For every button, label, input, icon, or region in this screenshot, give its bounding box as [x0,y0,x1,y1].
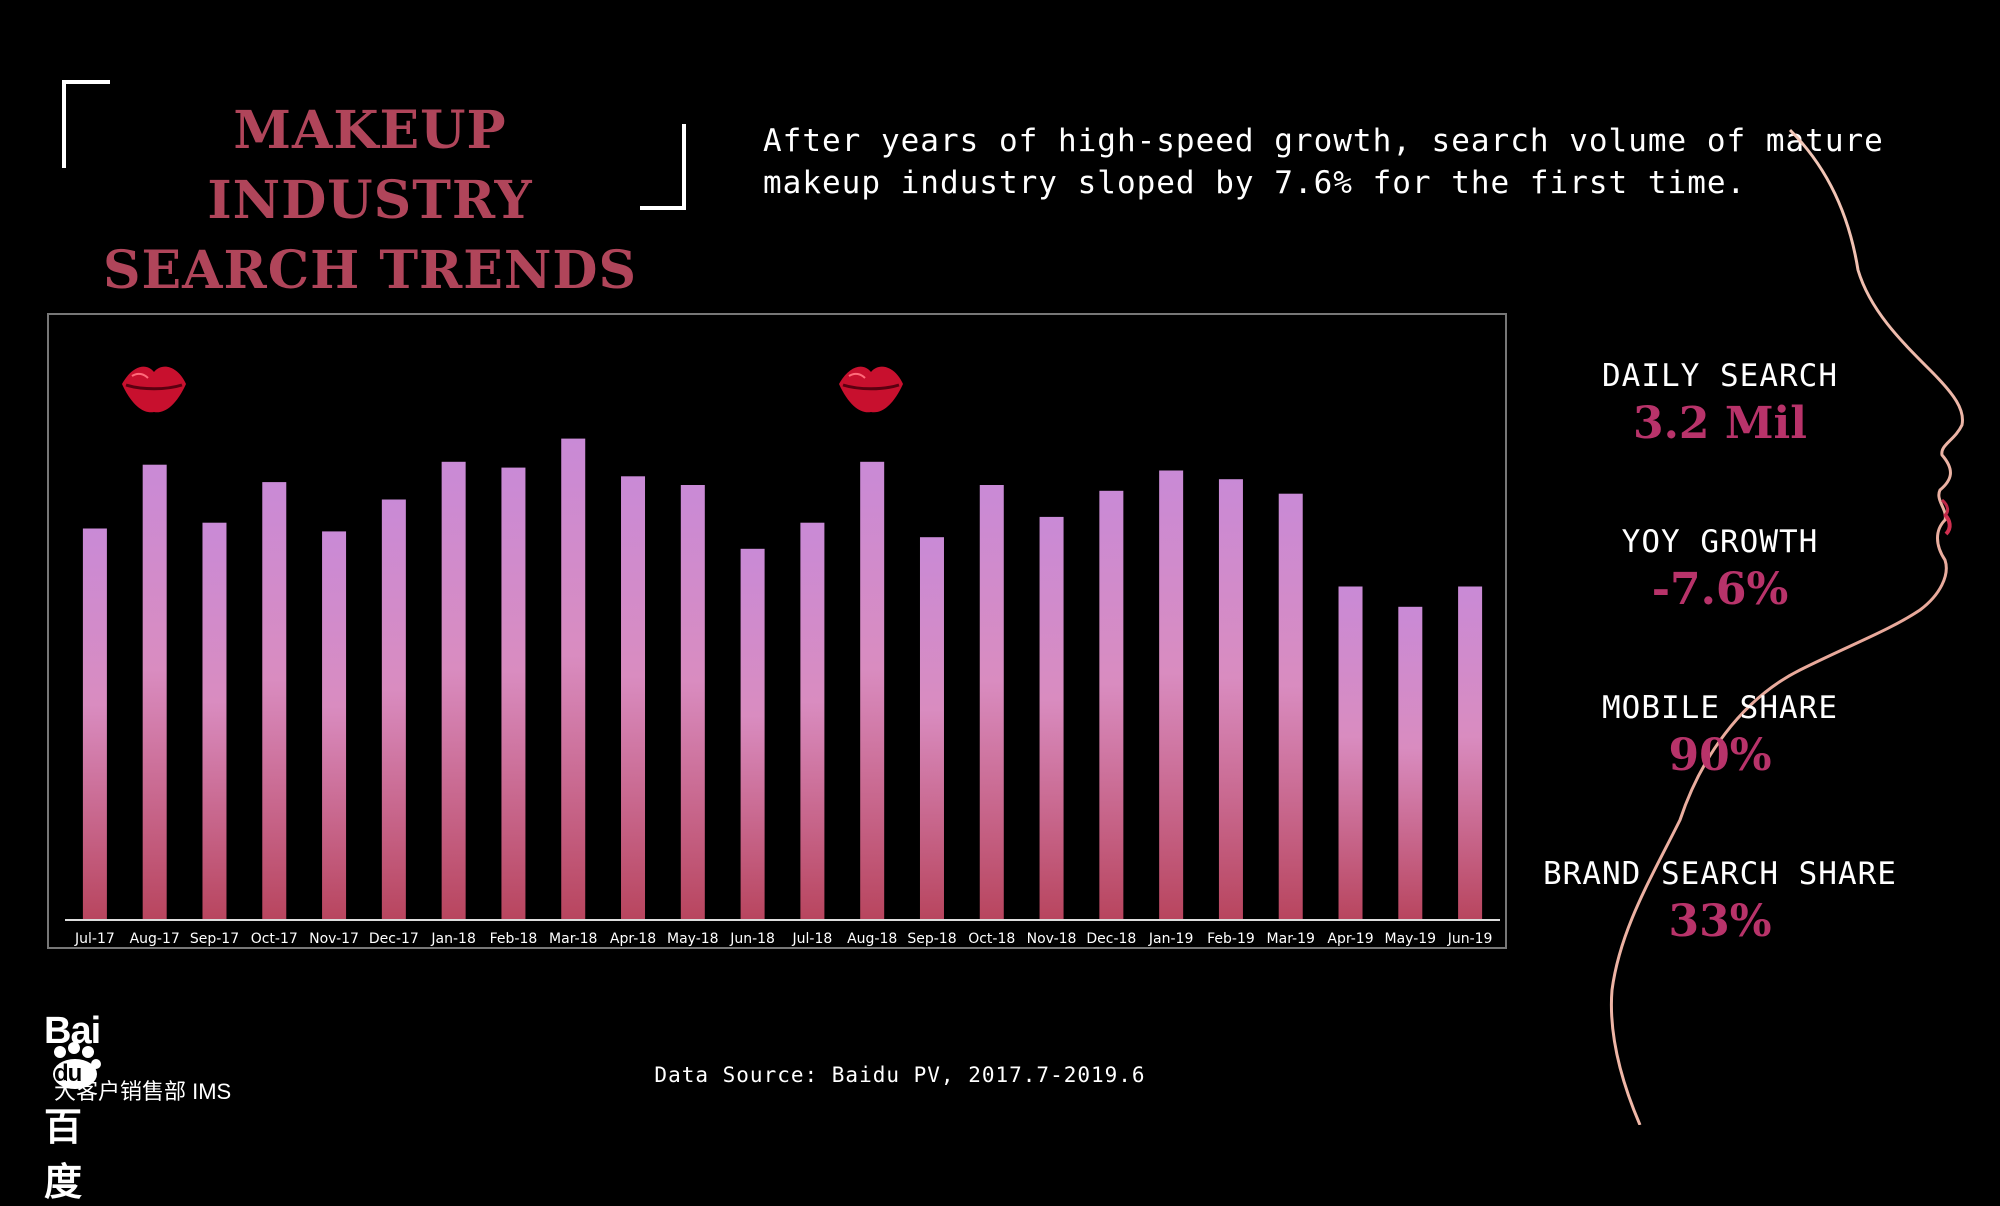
bar-Aug-17 [142,464,167,920]
bar-May-19 [1398,606,1423,920]
lips-icon [122,366,186,413]
x-tick-label: Jan-19 [1148,931,1193,947]
logo-wordmark: Bai du 百度 [44,1010,102,1206]
data-source: Data Source: Baidu PV, 2017.7-2019.6 [654,1063,1146,1087]
x-tick-label: Jul-18 [792,931,833,947]
x-tick-label: Oct-17 [251,931,298,947]
x-tick-label: Mar-18 [549,931,597,947]
x-tick-label: Sep-18 [907,931,956,947]
bar-Apr-19 [1338,586,1363,920]
x-tick-label: Jul-17 [74,931,115,947]
x-tick-label: Feb-18 [490,931,538,947]
x-tick-label: Oct-18 [968,931,1015,947]
kpi-label: MOBILE SHARE [1602,690,1838,726]
x-tick-label: Jun-18 [729,931,775,947]
title-line-2: SEARCH TRENDS [102,240,638,301]
kpi-value: 33% [1668,896,1772,947]
x-tick-label: Jan-18 [430,931,475,947]
bar-Nov-18 [1039,516,1064,920]
bar-Oct-18 [979,485,1004,920]
subtitle-line-2: makeup industry sloped by 7.6% for the f… [763,165,1747,201]
bar-Mar-18 [561,438,586,920]
bar-Apr-18 [621,476,646,920]
bar-Jan-18 [441,461,466,920]
kpi-value: 3.2 Mil [1632,398,1807,449]
x-tick-label: Sep-17 [190,931,239,947]
title-line-1: MAKEUP INDUSTRY [207,100,533,231]
kpi-label: YOY GROWTH [1621,524,1819,560]
bar-Dec-17 [381,499,406,920]
x-tick-label: Apr-19 [1327,931,1373,947]
kpi-daily-search: DAILY SEARCH 3.2 Mil [1500,358,1940,449]
bar-Feb-19 [1218,479,1243,920]
chart-frame [47,313,1507,949]
logo-subtitle: 大客户销售部 IMS [54,1079,232,1104]
kpi-label: BRAND SEARCH SHARE [1543,856,1897,892]
bar-Jan-19 [1159,470,1184,920]
kpi-value: 90% [1668,730,1772,781]
x-tick-label: May-18 [667,931,719,947]
x-tick-label: Feb-19 [1207,931,1255,947]
x-tick-label: Dec-18 [1086,931,1136,947]
title-bracket-right [640,124,686,210]
bar-Mar-19 [1278,493,1303,920]
kpi-brand-search-share: BRAND SEARCH SHARE 33% [1500,856,1940,947]
kpi-value: -7.6% [1651,564,1789,615]
bar-Jul-18 [800,522,825,920]
logo-chinese: 百度 [44,1107,82,1204]
logo-du: du [54,1059,82,1087]
lips-icon [839,366,903,413]
x-tick-label: Nov-17 [309,931,359,947]
kpi-yoy-growth: YOY GROWTH -7.6% [1500,524,1940,615]
bar-Jul-17 [82,528,107,920]
bar-Jun-19 [1458,586,1483,920]
x-tick-label: Aug-18 [847,931,897,947]
x-tick-label: Apr-18 [610,931,656,947]
x-tick-label: Mar-19 [1267,931,1315,947]
kpi-mobile-share: MOBILE SHARE 90% [1500,690,1940,781]
x-tick-label: Jun-19 [1447,931,1493,947]
bar-Nov-17 [322,531,347,920]
bar-Oct-17 [262,482,287,920]
x-tick-label: Dec-17 [369,931,419,947]
bar-Dec-18 [1099,490,1124,920]
bar-Sep-18 [919,537,944,920]
page-title: MAKEUP INDUSTRY SEARCH TRENDS [70,96,670,306]
bar-May-18 [680,485,705,920]
bar-Sep-17 [202,522,227,920]
bar-Aug-18 [860,461,885,920]
x-tick-label: May-19 [1385,931,1437,947]
bar-chart: Jul-17 Aug-17 Sep-17 Oct-17 Nov-17 Dec-17 Jan-… [65,438,1500,947]
x-tick-label: Nov-18 [1027,931,1077,947]
title-bracket-left [62,80,110,168]
kpi-label: DAILY SEARCH [1602,358,1838,394]
x-tick-label: Aug-17 [130,931,180,947]
bar-Jun-18 [740,548,765,920]
bar-Feb-18 [501,467,526,920]
paw-icon: du [44,1041,102,1096]
